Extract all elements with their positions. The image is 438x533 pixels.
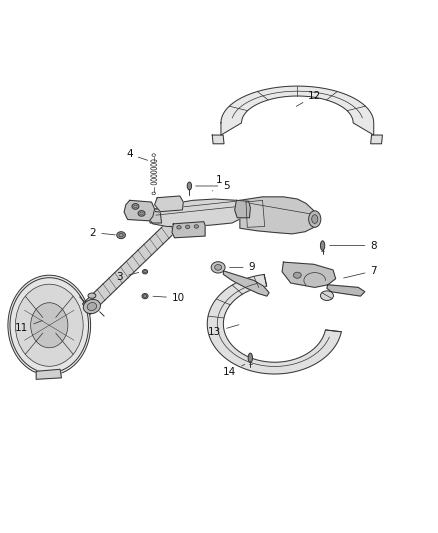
Polygon shape	[207, 274, 341, 374]
Ellipse shape	[185, 225, 190, 229]
Text: 14: 14	[223, 365, 245, 377]
Text: 7: 7	[343, 266, 377, 278]
Polygon shape	[36, 369, 61, 379]
Polygon shape	[82, 217, 179, 314]
Polygon shape	[240, 197, 315, 234]
Text: 1: 1	[212, 175, 223, 191]
Text: 3: 3	[117, 272, 139, 282]
Ellipse shape	[321, 241, 325, 251]
Polygon shape	[235, 200, 251, 218]
Ellipse shape	[142, 294, 148, 298]
Polygon shape	[212, 135, 224, 144]
Text: 13: 13	[208, 325, 239, 337]
Ellipse shape	[88, 293, 96, 298]
Polygon shape	[327, 285, 365, 296]
Polygon shape	[147, 199, 247, 227]
Ellipse shape	[15, 284, 83, 366]
Ellipse shape	[309, 211, 321, 228]
Ellipse shape	[312, 215, 318, 223]
Ellipse shape	[177, 225, 181, 229]
Text: 9: 9	[230, 262, 255, 272]
Ellipse shape	[8, 275, 91, 375]
Text: 11: 11	[15, 320, 42, 333]
Ellipse shape	[132, 204, 139, 209]
Polygon shape	[172, 222, 205, 238]
Ellipse shape	[215, 264, 222, 270]
Ellipse shape	[138, 211, 145, 216]
Polygon shape	[246, 200, 265, 228]
Polygon shape	[282, 262, 336, 287]
Ellipse shape	[83, 300, 100, 313]
Polygon shape	[223, 271, 269, 296]
Ellipse shape	[194, 225, 198, 228]
Ellipse shape	[211, 262, 225, 273]
Polygon shape	[371, 135, 382, 144]
Ellipse shape	[248, 353, 253, 362]
Polygon shape	[155, 196, 184, 212]
Text: 5: 5	[196, 181, 230, 191]
Ellipse shape	[293, 272, 301, 278]
Text: 10: 10	[153, 293, 185, 303]
Ellipse shape	[187, 182, 191, 190]
Polygon shape	[124, 200, 155, 221]
Text: 4: 4	[126, 149, 148, 160]
Ellipse shape	[117, 232, 125, 239]
Ellipse shape	[31, 303, 68, 348]
Text: 8: 8	[330, 240, 377, 251]
Ellipse shape	[87, 303, 97, 311]
Polygon shape	[148, 211, 162, 223]
Ellipse shape	[321, 291, 333, 301]
Text: 2: 2	[90, 228, 115, 238]
Text: 12: 12	[296, 91, 321, 106]
Ellipse shape	[142, 270, 148, 274]
Polygon shape	[221, 86, 374, 135]
